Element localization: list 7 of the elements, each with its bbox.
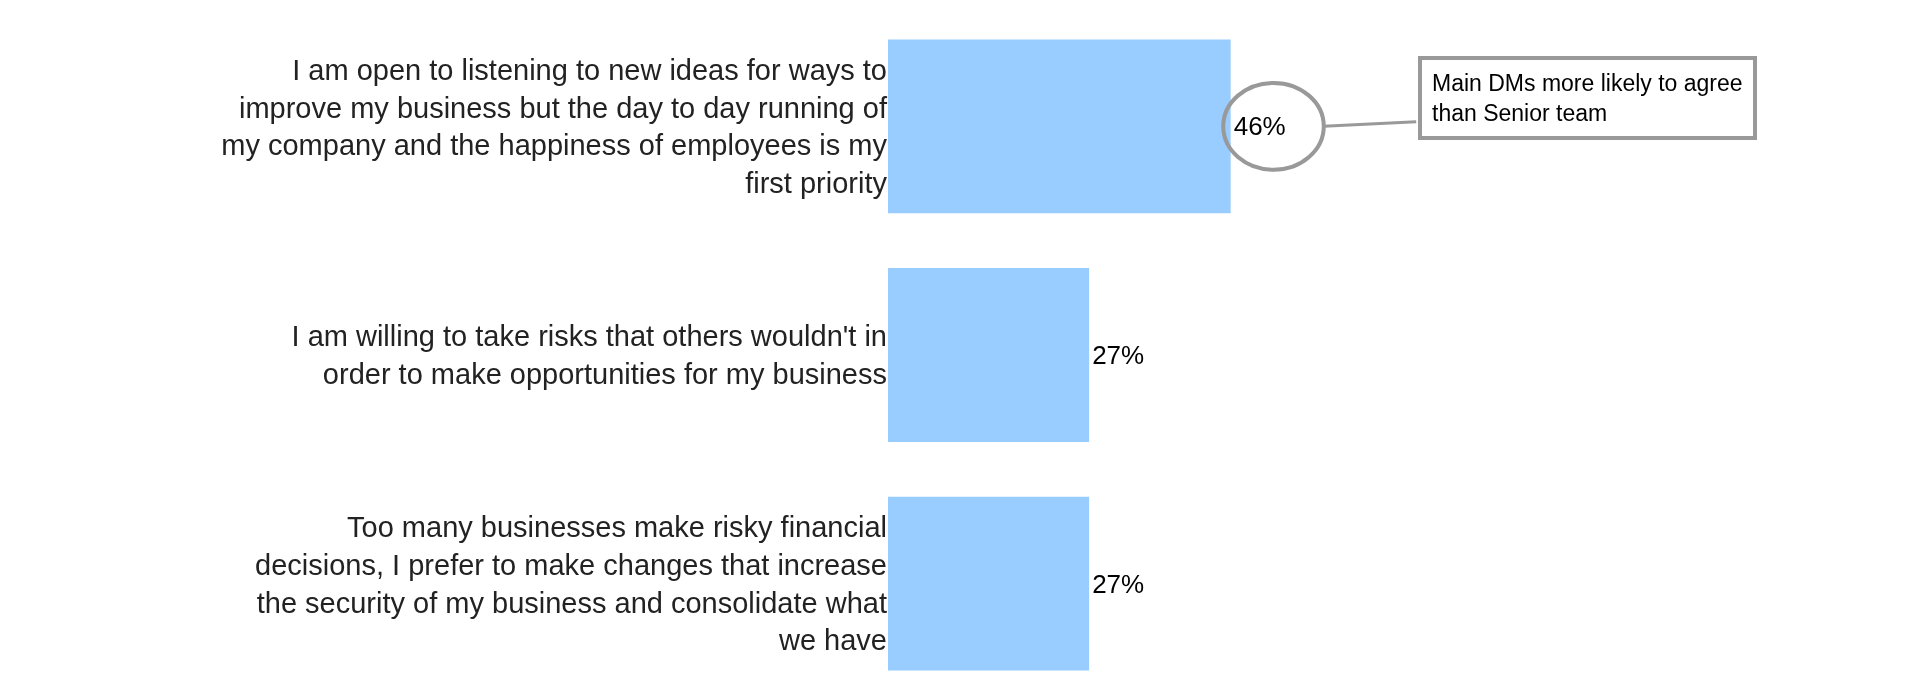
y-tick-label: I am open to listening to new ideas for ways to improve my business but the day to day running of my company and the happiness of employees is my first priority bbox=[221, 53, 888, 200]
y-tick-label: Too many businesses make risky financial decisions, I prefer to make changes that increase the security of my business and consolidate what we have bbox=[255, 511, 887, 657]
data-label: 46% bbox=[1233, 111, 1286, 142]
data-label: 27% bbox=[1092, 340, 1145, 370]
data-label: 27% bbox=[1092, 568, 1145, 599]
text: Main DMs more likely to agree than Senior team bbox=[1432, 70, 1743, 126]
y-tick-label: I am willing to take risks that others wouldn't in order to make opportunities for my business bbox=[291, 320, 887, 390]
